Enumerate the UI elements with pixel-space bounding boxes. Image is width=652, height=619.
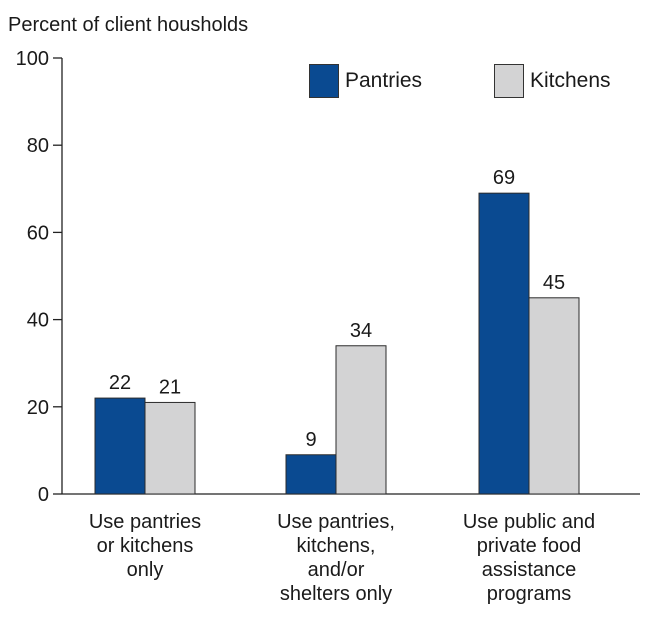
x-category-label-line: Use pantries, — [277, 511, 395, 533]
data-label: 69 — [493, 167, 515, 189]
x-category-label: Use pantries or kitchens only — [50, 510, 240, 582]
x-category-label-line: private food — [476, 535, 582, 557]
bar-pantries — [285, 454, 337, 495]
y-tick-label: 40 — [27, 310, 49, 332]
x-category-label-line: and/or — [307, 559, 365, 581]
legend-item-pantries: Pantries — [309, 63, 422, 99]
legend-swatch — [494, 64, 524, 98]
x-category-label-line: kitchens, — [296, 535, 376, 557]
x-category-label-line: only — [126, 559, 164, 581]
legend-label: Kitchens — [530, 69, 611, 92]
x-category-label-line: assistance — [481, 559, 577, 581]
bar-pantries — [94, 397, 146, 495]
x-category-label-line: Use pantries — [88, 511, 202, 533]
y-tick-label: 60 — [27, 222, 49, 244]
bar-kitchens — [335, 345, 387, 495]
y-axis-title: Percent of client housholds — [8, 14, 249, 36]
data-label: 9 — [305, 429, 316, 451]
x-category-label-line: Use public and — [462, 511, 596, 533]
y-tick-label: 100 — [16, 48, 49, 70]
y-tick-label: 20 — [27, 397, 49, 419]
y-tick-label: 0 — [38, 484, 49, 506]
legend-label: Pantries — [345, 69, 423, 92]
data-label: 45 — [543, 272, 565, 294]
bar-pantries — [478, 192, 530, 495]
bar-kitchens — [528, 297, 580, 495]
x-category-label: Use public and private food assistance prog… — [434, 510, 624, 606]
data-label: 34 — [350, 320, 372, 342]
legend-item-kitchens: Kitchens — [494, 63, 611, 99]
x-category-label: Use pantries, kitchens, and/or shelters onl… — [241, 510, 431, 606]
bar-kitchens — [144, 401, 196, 495]
data-label: 22 — [109, 372, 131, 394]
legend-swatch — [309, 64, 339, 98]
data-label: 21 — [159, 376, 181, 398]
x-category-label-line: or kitchens — [96, 535, 194, 557]
x-category-label-line: programs — [486, 583, 572, 605]
x-category-label-line: shelters only — [279, 583, 393, 605]
y-tick-label: 80 — [27, 135, 49, 157]
